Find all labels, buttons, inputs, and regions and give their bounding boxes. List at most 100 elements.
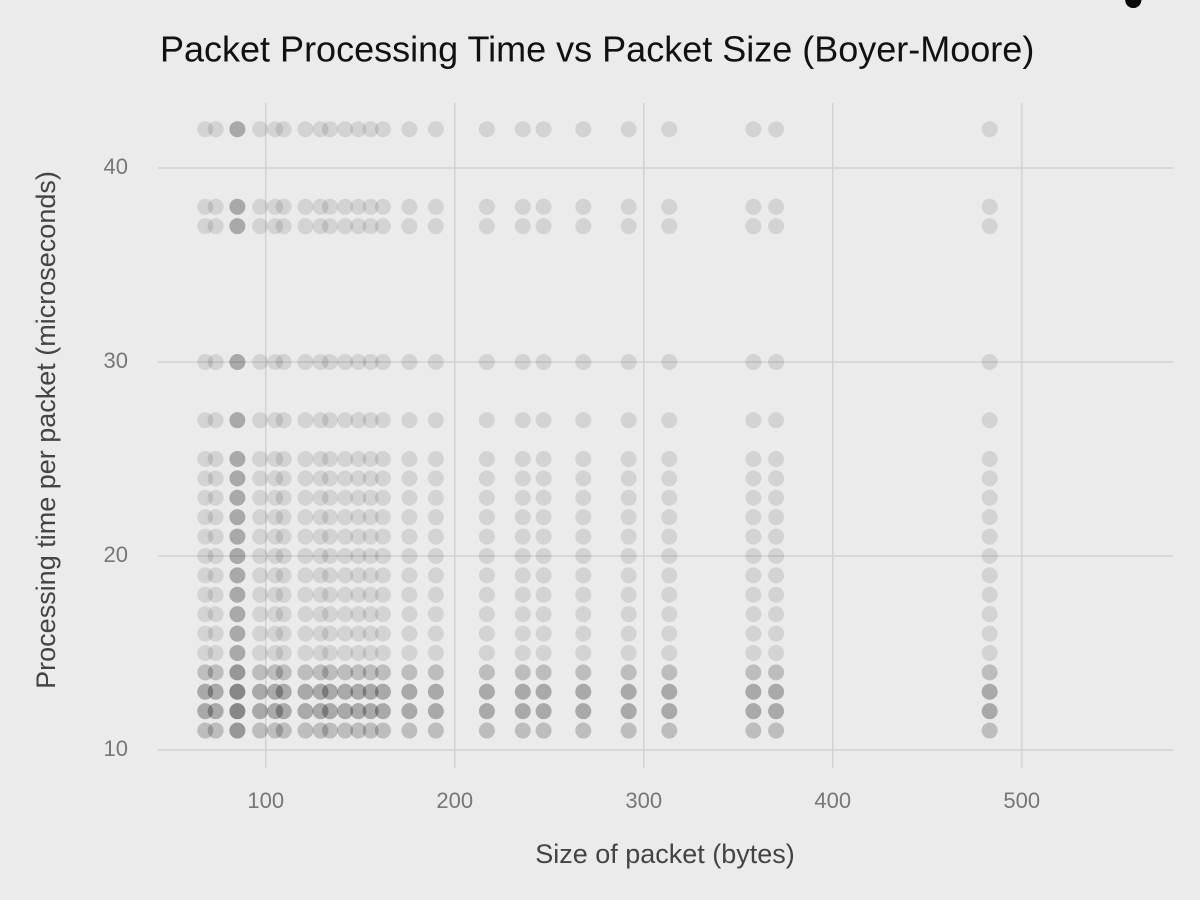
point: [620, 412, 637, 429]
point: [535, 547, 552, 564]
point: [207, 218, 224, 235]
point: [427, 703, 444, 720]
point: [401, 606, 418, 623]
point: [229, 703, 246, 720]
point: [374, 586, 391, 603]
point: [267, 625, 284, 642]
point: [197, 198, 214, 215]
point: [374, 567, 391, 584]
point: [620, 218, 637, 235]
x-tick-label: 100: [247, 788, 284, 813]
point: [252, 683, 269, 700]
y-tick-label: 40: [104, 154, 128, 179]
point: [312, 586, 329, 603]
point: [427, 644, 444, 661]
point: [661, 625, 678, 642]
point: [207, 121, 224, 138]
point: [267, 664, 284, 681]
point: [207, 664, 224, 681]
point: [267, 644, 284, 661]
point: [229, 606, 246, 623]
point: [478, 664, 495, 681]
point: [297, 586, 314, 603]
point: [374, 509, 391, 526]
point: [401, 625, 418, 642]
point: [197, 509, 214, 526]
point: [252, 218, 269, 235]
point: [514, 509, 531, 526]
point: [981, 606, 998, 623]
point: [362, 664, 379, 681]
point: [207, 353, 224, 370]
point: [374, 683, 391, 700]
point: [661, 547, 678, 564]
point: [514, 606, 531, 623]
point: [427, 703, 444, 720]
point: [620, 722, 637, 739]
point: [620, 586, 637, 603]
point: [1125, 0, 1142, 8]
point: [229, 683, 246, 700]
point: [337, 353, 354, 370]
point: [1125, 0, 1142, 8]
point: [252, 450, 269, 467]
point: [768, 528, 785, 545]
point: [197, 450, 214, 467]
point: [514, 683, 531, 700]
point: [252, 547, 269, 564]
point: [575, 586, 592, 603]
point: [535, 121, 552, 138]
point: [620, 625, 637, 642]
point: [207, 470, 224, 487]
point: [745, 683, 762, 700]
point: [337, 683, 354, 700]
point: [229, 606, 246, 623]
point: [229, 198, 246, 215]
point: [207, 547, 224, 564]
point: [1125, 0, 1142, 8]
point: [981, 664, 998, 681]
point: [768, 703, 785, 720]
point: [427, 218, 444, 235]
point: [478, 412, 495, 429]
point: [297, 547, 314, 564]
point: [535, 664, 552, 681]
point: [981, 528, 998, 545]
point: [252, 412, 269, 429]
point: [362, 703, 379, 720]
point: [427, 547, 444, 564]
point: [275, 121, 292, 138]
point: [229, 450, 246, 467]
point: [1125, 0, 1142, 8]
point: [275, 567, 292, 584]
point: [350, 722, 367, 739]
point: [337, 722, 354, 739]
point: [322, 450, 339, 467]
point: [981, 470, 998, 487]
point: [575, 703, 592, 720]
point: [275, 625, 292, 642]
point: [229, 547, 246, 564]
point: [535, 703, 552, 720]
point: [322, 683, 339, 700]
point: [478, 470, 495, 487]
point: [362, 489, 379, 506]
point: [1125, 0, 1142, 8]
point: [322, 644, 339, 661]
point: [575, 703, 592, 720]
point: [275, 683, 292, 700]
point: [267, 547, 284, 564]
point: [514, 644, 531, 661]
point: [229, 121, 246, 138]
point: [981, 567, 998, 584]
point: [620, 509, 637, 526]
point: [297, 528, 314, 545]
point: [620, 722, 637, 739]
point: [745, 722, 762, 739]
point: [337, 218, 354, 235]
point: [275, 412, 292, 429]
point: [768, 703, 785, 720]
point: [197, 489, 214, 506]
point: [620, 606, 637, 623]
point: [620, 703, 637, 720]
